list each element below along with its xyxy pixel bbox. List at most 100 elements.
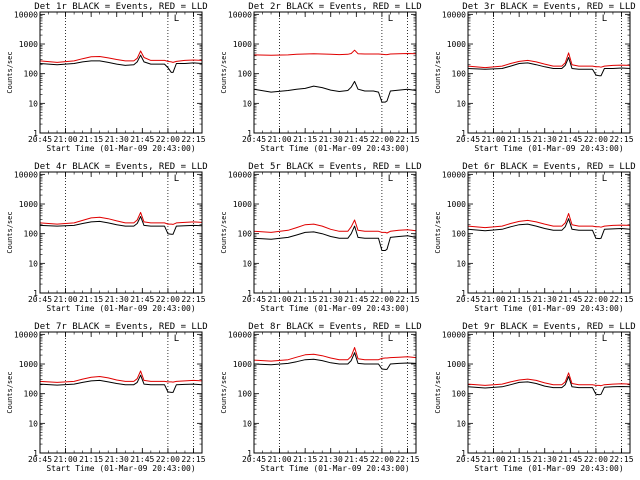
y-tick-label: 1000 [447, 200, 466, 209]
x-tick-label: 21:00 [268, 295, 292, 304]
y-tick-label: 10 [242, 419, 252, 428]
y-tick-label: 1000 [233, 200, 252, 209]
lld-series-line [39, 370, 203, 383]
panel-5: Det 5r BLACK = Events, RED = LLD 1 10 100 10… [220, 162, 422, 313]
panel-1: Det 1r BLACK = Events, RED = LLD 1 10 100 10… [6, 2, 208, 153]
y-tick-label: 1 [33, 449, 38, 458]
y-tick-label: 100 [452, 230, 467, 239]
y-tick-label: 100 [238, 230, 253, 239]
y-axis-label: Counts/sec [220, 371, 228, 413]
y-tick-label: 1000 [447, 360, 466, 369]
panel-3: Det 3r BLACK = Events, RED = LLD 1 10 100 10… [434, 2, 636, 153]
y-tick-label: 1 [33, 129, 38, 138]
x-tick-label: 21:15 [507, 135, 531, 144]
panel-9: Det 9r BLACK = Events, RED = LLD 1 10 100 10… [434, 322, 636, 473]
chart-title: Det 7r BLACK = Events, RED = LLD [34, 322, 207, 332]
x-tick-label: 21:15 [507, 455, 531, 464]
x-tick-label: 21:30 [319, 135, 343, 144]
y-tick-label: 10 [242, 259, 252, 268]
y-axis-label: Counts/sec [220, 51, 228, 93]
x-tick-label: 20:45 [28, 455, 52, 464]
x-tick-label: 20:45 [242, 455, 266, 464]
chart-title: Det 3r BLACK = Events, RED = LLD [462, 2, 635, 12]
events-series-line [467, 376, 631, 396]
y-tick-label: 1000 [19, 360, 38, 369]
plot-frame [253, 171, 417, 294]
events-series-line [253, 80, 417, 103]
x-tick-label: 22:15 [609, 135, 633, 144]
lld-series-line [253, 219, 417, 234]
x-tick-label: 21:30 [533, 455, 557, 464]
y-tick-label: 10 [28, 419, 38, 428]
x-axis-label: Start Time (01-Mar-09 20:43:00) [260, 144, 409, 153]
events-series-line [39, 374, 203, 393]
x-tick-label: 21:30 [533, 135, 557, 144]
x-tick-label: 20:45 [28, 135, 52, 144]
marker-label: L [388, 174, 393, 184]
chart-title: Det 9r BLACK = Events, RED = LLD [462, 322, 635, 332]
x-axis-label: Start Time (01-Mar-09 20:43:00) [260, 304, 409, 313]
x-tick-label: 20:45 [242, 295, 266, 304]
marker-label: L [388, 14, 393, 24]
x-tick-label: 21:45 [130, 295, 154, 304]
plot-frame [467, 11, 631, 134]
x-tick-label: 22:00 [156, 135, 180, 144]
x-tick-label: 21:00 [54, 135, 78, 144]
x-axis-label: Start Time (01-Mar-09 20:43:00) [474, 464, 623, 473]
x-tick-label: 21:15 [79, 135, 103, 144]
x-tick-label: 20:45 [456, 135, 480, 144]
marker-label: L [602, 334, 607, 344]
plot-frame [467, 331, 631, 454]
x-tick-label: 21:30 [319, 295, 343, 304]
x-tick-label: 21:00 [482, 135, 506, 144]
x-tick-label: 21:30 [105, 135, 129, 144]
chart-title: Det 2r BLACK = Events, RED = LLD [248, 2, 421, 12]
x-tick-label: 22:00 [156, 455, 180, 464]
x-tick-label: 21:45 [558, 455, 582, 464]
lld-series-line [467, 52, 631, 69]
y-tick-label: 100 [24, 390, 39, 399]
x-tick-label: 22:00 [156, 295, 180, 304]
y-tick-label: 10 [456, 419, 466, 428]
y-tick-label: 10000 [14, 10, 38, 19]
chart-title: Det 1r BLACK = Events, RED = LLD [34, 2, 207, 12]
lld-series-line [253, 49, 417, 56]
x-tick-label: 22:00 [584, 295, 608, 304]
x-tick-label: 21:45 [130, 455, 154, 464]
x-tick-label: 21:15 [79, 455, 103, 464]
x-tick-label: 22:15 [609, 295, 633, 304]
events-series-line [467, 218, 631, 240]
x-tick-label: 21:45 [130, 135, 154, 144]
x-tick-label: 20:45 [456, 295, 480, 304]
panel-2: Det 2r BLACK = Events, RED = LLD 1 10 100 10… [220, 2, 422, 153]
y-tick-label: 1 [461, 129, 466, 138]
x-tick-label: 22:15 [395, 135, 419, 144]
x-tick-label: 21:45 [344, 455, 368, 464]
y-tick-label: 1 [247, 129, 252, 138]
x-tick-label: 21:30 [105, 455, 129, 464]
x-axis-label: Start Time (01-Mar-09 20:43:00) [474, 144, 623, 153]
y-axis-label: Counts/sec [434, 51, 442, 93]
y-tick-label: 10000 [228, 330, 252, 339]
y-axis-label: Counts/sec [6, 51, 14, 93]
y-tick-label: 10 [456, 259, 466, 268]
chart-title: Det 4r BLACK = Events, RED = LLD [34, 162, 207, 172]
x-axis-label: Start Time (01-Mar-09 20:43:00) [474, 304, 623, 313]
lld-series-line [253, 347, 417, 362]
plot-frame [39, 331, 203, 454]
x-tick-label: 22:15 [181, 135, 205, 144]
marker-label: L [602, 14, 607, 24]
x-tick-label: 21:15 [79, 295, 103, 304]
plot-frame [467, 171, 631, 294]
y-axis-label: Counts/sec [6, 371, 14, 413]
y-tick-label: 1000 [233, 360, 252, 369]
y-tick-label: 1000 [233, 40, 252, 49]
y-tick-label: 10000 [228, 10, 252, 19]
marker-label: L [602, 174, 607, 184]
events-series-line [253, 225, 417, 251]
y-tick-label: 1000 [447, 40, 466, 49]
x-tick-label: 21:30 [533, 295, 557, 304]
x-axis-label: Start Time (01-Mar-09 20:43:00) [46, 304, 195, 313]
plot-frame [253, 11, 417, 134]
